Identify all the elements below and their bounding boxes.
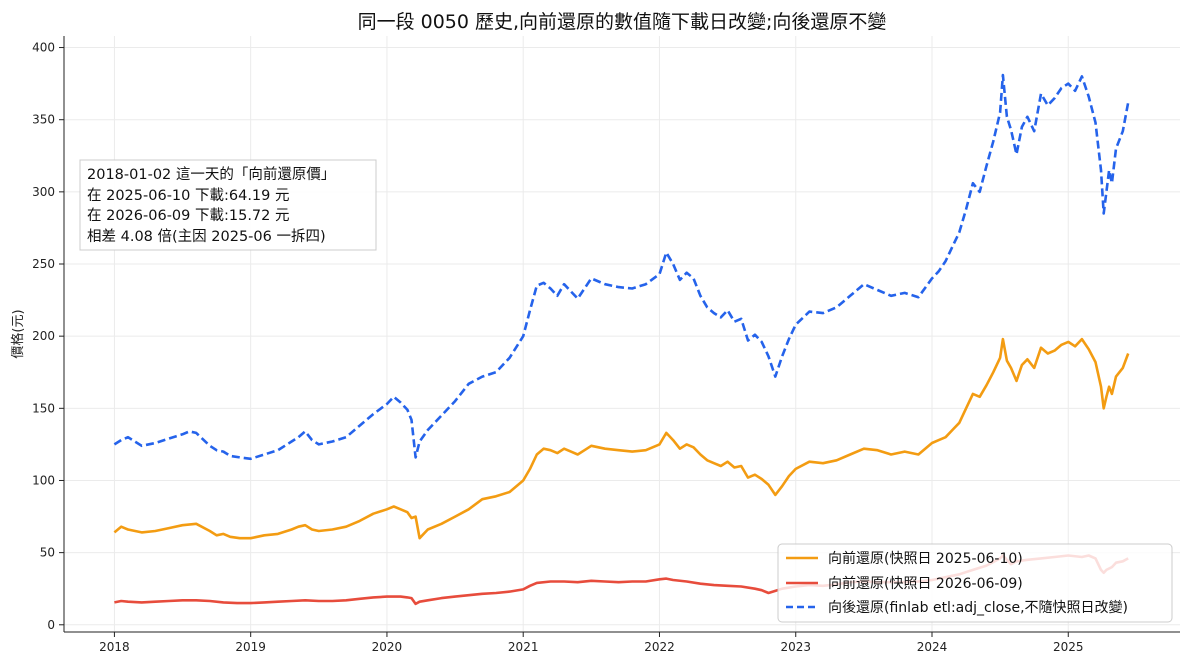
y-tick-label-250: 250 [32, 257, 55, 271]
x-tick-label-2018: 2018 [99, 640, 130, 654]
y-tick-label-400: 400 [32, 41, 55, 55]
x-tick-label-2023: 2023 [780, 640, 811, 654]
series-line-forward-2025 [113, 337, 1130, 540]
annotation-line-3: 在 2026-06-09 下載:15.72 元 [87, 207, 290, 224]
x-ticks: 2018 2019 2020 2021 2022 2023 2024 2025 [99, 632, 1084, 654]
legend-label-forward-2025: 向前還原(快照日 2025-06-10) [828, 550, 1023, 567]
chart-title: 同一段 0050 歷史,向前還原的數值隨下載日改變;向後還原不變 [358, 11, 887, 33]
annotation-line-1: 2018-01-02 這一天的「向前還原價」 [87, 166, 335, 183]
y-tick-label-200: 200 [32, 329, 55, 343]
legend-label-backward: 向後還原(finlab etl:adj_close,不隨快照日改變) [828, 600, 1128, 616]
y-tick-label-0: 0 [47, 618, 55, 632]
legend: 向前還原(快照日 2025-06-10) 向前還原(快照日 2026-06-09… [777, 543, 1173, 623]
x-tick-label-2022: 2022 [644, 640, 675, 654]
annotation-frame [79, 159, 377, 251]
y-tick-label-100: 100 [32, 473, 55, 487]
x-tick-label-2021: 2021 [508, 640, 539, 654]
annotation-line-4: 相差 4.08 倍(主因 2025-06 一拆四) [87, 228, 326, 245]
x-tick-label-2020: 2020 [372, 640, 403, 654]
y-axis-label: 價格(元) [10, 309, 26, 358]
axes [63, 36, 1180, 633]
grid-lines [64, 36, 1180, 632]
series-line-backward [113, 73, 1130, 461]
x-tick-label-2024: 2024 [917, 640, 948, 654]
y-tick-label-50: 50 [40, 546, 55, 560]
legend-label-forward-2026: 向前還原(快照日 2026-06-09) [828, 575, 1023, 592]
annotation-line-2: 在 2025-06-10 下載:64.19 元 [87, 187, 290, 204]
y-tick-label-300: 300 [32, 185, 55, 199]
y-ticks: 0 50 100 150 200 250 300 350 400 [32, 41, 64, 632]
x-tick-label-2025: 2025 [1053, 640, 1084, 654]
legend-frame [777, 543, 1173, 623]
y-tick-label-150: 150 [32, 401, 55, 415]
series-layer [113, 73, 1130, 606]
y-tick-label-350: 350 [32, 113, 55, 127]
annotation-box: 2018-01-02 這一天的「向前還原價」 在 2025-06-10 下載:6… [79, 159, 377, 251]
x-tick-label-2019: 2019 [235, 640, 266, 654]
